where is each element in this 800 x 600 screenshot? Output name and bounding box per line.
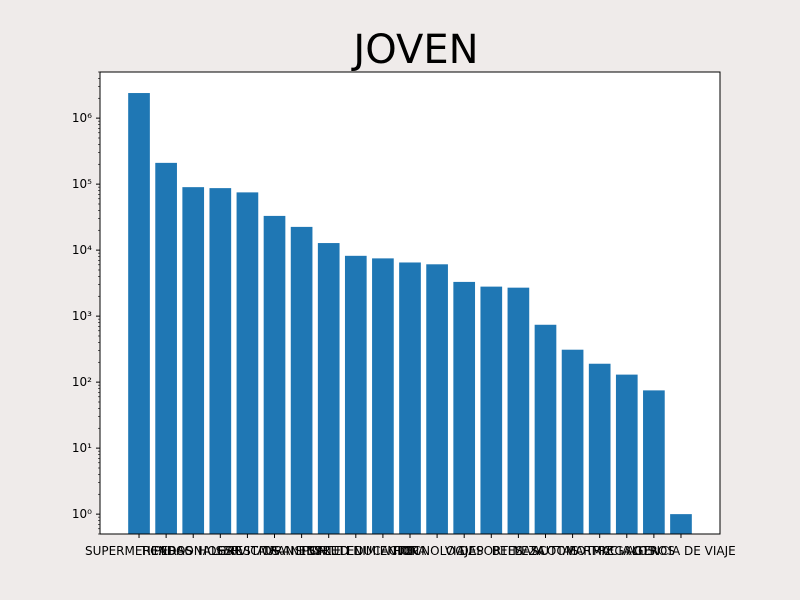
bar-3 [209, 188, 232, 534]
x-tick-label-4: SERVICIOS [216, 544, 280, 558]
bar-9 [372, 258, 394, 534]
x-tick-label-12: VIAJES [445, 544, 484, 558]
bar-12 [453, 281, 476, 534]
x-tick-label-8: ENTRETENIMIENTO [299, 544, 413, 558]
bar-15 [534, 324, 557, 534]
y-tick-label-6: 10⁶ [72, 111, 92, 125]
y-axis: 10⁰ 10¹ 10² 10³ 10⁴ 10⁵ 10⁶ [72, 71, 100, 535]
x-tick-label-15: MASCOTAS [512, 544, 578, 558]
bar-17 [588, 363, 611, 534]
y-tick-label-5: 10⁵ [72, 177, 92, 191]
x-tick-label-11: TECNOLOGIA [397, 544, 477, 558]
y-tick-label-3: 10³ [72, 309, 92, 323]
x-tick-label-14: BELLEZA [492, 544, 546, 558]
x-tick-label-20: AGENCIA DE VIAJE [626, 544, 736, 558]
x-tick-label-17: FARMACIA [569, 544, 631, 558]
x-tick-label-10: ROPA [394, 544, 427, 558]
x-tick-label-3: HOGAR [198, 544, 242, 558]
bar-5 [263, 215, 286, 534]
x-tick-label-19: OTROS [633, 544, 675, 558]
bar-8 [344, 255, 367, 534]
bar-1 [155, 162, 177, 534]
bar-4 [236, 192, 259, 534]
x-axis: SUPERMERCADOSTIENDASPERSONALESHOGARSERVI… [85, 534, 736, 558]
x-tick-label-9: EDUCACION [347, 544, 419, 558]
y-tick-label-4: 10⁴ [72, 243, 92, 257]
x-tick-label-13: DEPORTES [460, 544, 524, 558]
bar-13 [480, 286, 503, 534]
bar-7 [317, 243, 340, 535]
x-tick-label-1: TIENDAS [139, 544, 192, 558]
y-tick-label-0: 10⁰ [72, 507, 92, 521]
bar-11 [426, 264, 448, 534]
x-tick-label-2: PERSONALES [154, 544, 233, 558]
bar-18 [615, 374, 638, 534]
bars-group [128, 93, 692, 535]
x-tick-label-0: SUPERMERCADOS [85, 544, 193, 558]
plot-frame [99, 71, 721, 535]
bar-16 [561, 349, 584, 534]
bar-0 [128, 93, 150, 534]
x-tick-label-16: AUTOMOTRIZ [532, 544, 613, 558]
bar-19 [643, 390, 665, 534]
bar-2 [182, 187, 205, 534]
bar-20 [670, 514, 692, 534]
y-tick-label-2: 10² [72, 375, 92, 389]
bar-14 [507, 287, 530, 534]
y-tick-label-1: 10¹ [72, 441, 92, 455]
x-tick-label-6: TRANSPORTE [261, 544, 341, 558]
x-tick-label-18: REGALOS [598, 544, 655, 558]
bar-10 [399, 262, 421, 534]
bar-6 [290, 226, 313, 534]
x-tick-label-7: SALUD [309, 544, 349, 558]
x-tick-label-5: RESTAURANTES [227, 544, 322, 558]
chart-title: JOVEN [350, 27, 478, 73]
